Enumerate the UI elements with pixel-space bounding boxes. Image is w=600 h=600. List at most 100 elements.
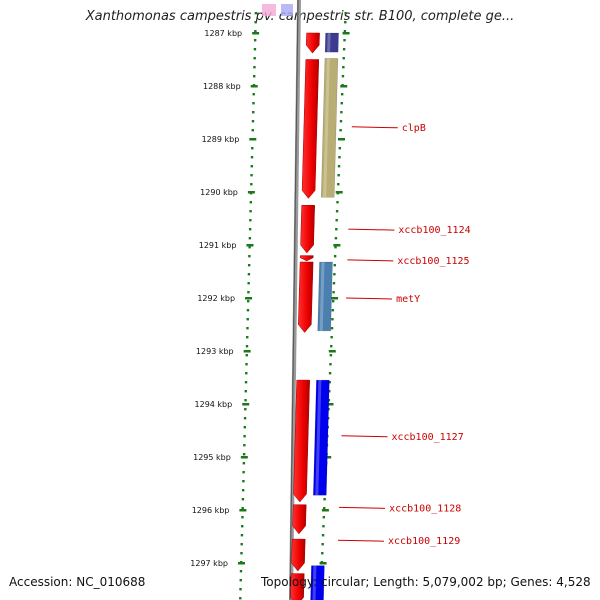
ruler-dot <box>243 435 246 438</box>
ruler-dot <box>340 93 344 96</box>
forward-gene-arrow[interactable] <box>301 59 320 199</box>
gene-labels: clpB xccb100_1124 xccb100_1125 metY xccb100_… <box>337 123 471 547</box>
reverse-gene-highlight <box>315 380 322 496</box>
reverse-gene-bar[interactable] <box>317 261 333 332</box>
forward-gene-arrow[interactable] <box>298 261 314 333</box>
gene-label-leader <box>337 539 385 542</box>
ruler-dot <box>245 363 248 366</box>
forward-gene-arrow[interactable] <box>293 379 310 503</box>
ruler-tick-label: 1290 kbp <box>200 188 238 197</box>
ruler-dot <box>335 210 339 213</box>
ruler-dot <box>248 237 252 240</box>
ruler-dot <box>251 129 254 132</box>
ruler-dot <box>328 372 332 375</box>
ruler-dot <box>243 417 247 420</box>
ruler-dot <box>337 165 341 168</box>
ruler-dot <box>246 309 250 312</box>
ruler-ticks: 1287 kbp 1288 kbp 1289 kbp 1290 kbp 1291 kbp… <box>190 29 350 568</box>
ruler-tick-label: 1293 kbp <box>196 347 234 356</box>
ruler-tick <box>250 85 258 88</box>
ruler-dot <box>241 516 244 519</box>
ruler-dot <box>321 552 324 555</box>
ruler-dot <box>251 147 254 150</box>
forward-gene-arrow[interactable] <box>300 205 315 254</box>
ruler-dot <box>250 156 254 159</box>
ruler-tick-label: 1294 kbp <box>195 400 233 409</box>
gene-label[interactable]: xccb100_1128 <box>389 503 461 514</box>
ruler-dot <box>239 579 242 582</box>
gene-label[interactable]: xccb100_1124 <box>398 225 470 236</box>
forward-gene-arrow[interactable] <box>290 573 305 600</box>
ruler-dot <box>341 75 345 78</box>
ruler-dot <box>331 318 334 321</box>
ruler-tick-label: 1296 kbp <box>192 506 230 515</box>
ruler-dot <box>247 264 251 267</box>
ruler-tick <box>240 456 248 459</box>
ruler-dot <box>250 183 253 186</box>
ruler-tick-label: 1288 kbp <box>203 82 241 91</box>
accession-text: Accession: NC_010688 <box>9 575 146 589</box>
ruler-dot <box>243 426 247 429</box>
gene-label[interactable]: xccb100_1129 <box>388 536 460 547</box>
ruler-tick-label: 1295 kbp <box>193 453 231 462</box>
ruler-dot <box>337 174 340 177</box>
ruler-dot <box>344 21 347 24</box>
ruler-dot <box>327 399 331 402</box>
ruler-dot <box>245 372 248 375</box>
ruler-tick-right <box>340 85 348 88</box>
ruler-tick-right <box>337 138 345 141</box>
ruler-tick-right <box>328 350 336 353</box>
gene-label-leader <box>347 259 394 262</box>
ruler-dot <box>247 282 250 285</box>
reverse-gene-highlight <box>312 565 317 600</box>
ruler-dot <box>333 255 337 258</box>
ruler-dot <box>330 345 333 348</box>
ruler-dot <box>247 273 251 276</box>
ruler-dot <box>253 75 256 78</box>
ruler-dot <box>338 147 342 150</box>
ruler-dot <box>240 552 243 555</box>
reverse-gene-bar[interactable] <box>310 565 325 600</box>
reverse-gene-bar[interactable] <box>324 32 339 53</box>
ruler-dot <box>339 129 342 132</box>
ruler-dot <box>342 48 346 51</box>
ruler-dot <box>334 237 338 240</box>
forward-gene-arrow[interactable] <box>299 255 314 262</box>
ruler-dot <box>242 471 245 474</box>
ruler-dot <box>330 336 333 339</box>
ruler-tick-right <box>333 244 341 247</box>
ruler-dot <box>241 507 244 510</box>
gene-label[interactable]: clpB <box>402 123 426 134</box>
ruler-tick <box>242 403 250 406</box>
forward-gene-arrow[interactable] <box>305 32 320 54</box>
ruler-dot <box>344 12 347 15</box>
reverse-gene-bar[interactable] <box>313 379 330 496</box>
reverse-gene-highlight <box>327 33 331 53</box>
forward-gene-arrow[interactable] <box>292 504 307 535</box>
forward-gene-arrow[interactable] <box>291 538 306 572</box>
ruler-tick-label: 1297 kbp <box>190 559 228 568</box>
gene-label-leader <box>351 126 398 129</box>
backbone-shadow <box>289 0 299 600</box>
ruler-dot <box>248 228 252 231</box>
ruler-dot <box>241 498 245 501</box>
ruler-tick <box>243 350 251 353</box>
ruler-dot <box>244 408 247 411</box>
ruler-dot <box>332 282 336 285</box>
ruler-dot <box>330 327 334 330</box>
ruler-dot <box>331 309 335 312</box>
gene-label[interactable]: xccb100_1125 <box>397 256 469 267</box>
ruler-dot <box>323 507 326 510</box>
ruler-dot <box>342 66 345 69</box>
reverse-gene-bar[interactable] <box>320 58 339 198</box>
ruler-dot <box>250 165 253 168</box>
ruler-tick-right <box>342 32 350 35</box>
gene-label[interactable]: metY <box>396 294 420 305</box>
ruler-dot <box>322 525 325 528</box>
backbone-line <box>289 0 301 600</box>
ruler-dot <box>254 12 258 15</box>
ruler-dot <box>329 354 333 357</box>
pink-feature-icon <box>262 4 276 16</box>
gene-label[interactable]: xccb100_1127 <box>391 432 463 443</box>
